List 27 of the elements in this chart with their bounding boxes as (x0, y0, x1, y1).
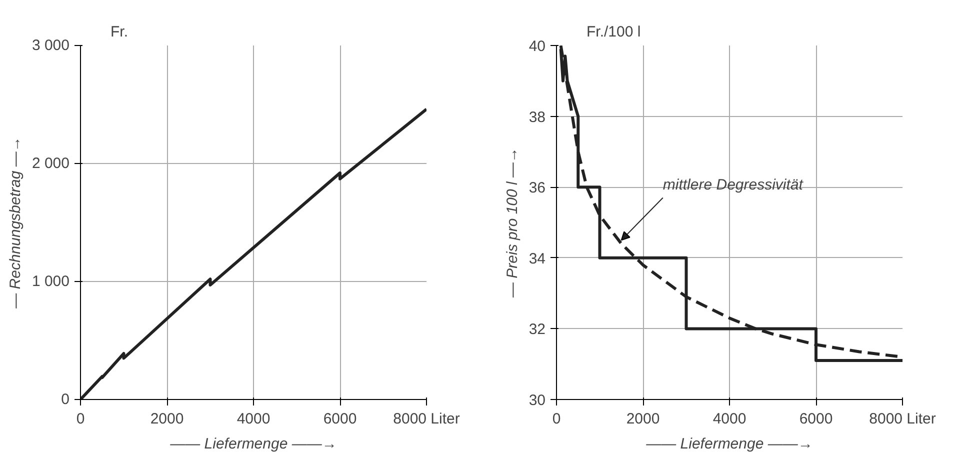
x-tick-label: 8000 Liter (869, 410, 936, 428)
annotation: mittlere Degressivität (662, 176, 804, 194)
x-tick-label: 4000 (712, 410, 746, 428)
y-tick-label: 3 000 (32, 37, 70, 54)
x-axis-title: —— Liefermenge ——→ (645, 436, 813, 452)
x-tick-label: 0 (76, 410, 85, 428)
x-tick-label: 6000 (799, 410, 833, 428)
y-tick-label: 0 (61, 391, 70, 408)
y-tick-label: 32 (528, 321, 546, 338)
y-tick-label: 2 000 (32, 155, 70, 172)
y-tick-label: 34 (528, 250, 546, 268)
x-tick-label: 0 (552, 410, 561, 428)
y-tick-label: 40 (528, 38, 546, 55)
y-tick-label: 1 000 (32, 273, 70, 290)
y-axis-title: — Preis pro 100 l —→ (504, 147, 521, 299)
y-tick-label: 30 (528, 392, 546, 409)
x-axis-title: —— Liefermenge ——→ (169, 436, 337, 452)
x-tick-label: 2000 (150, 410, 184, 428)
x-tick-label: 2000 (626, 410, 660, 428)
y-tick-label: 36 (528, 180, 546, 197)
x-tick-label: 8000 Liter (393, 410, 460, 428)
y-tick-label: 38 (528, 108, 546, 126)
text: Fr. (110, 24, 128, 40)
x-tick-label: 4000 (236, 410, 270, 428)
text: Fr./100 l (586, 24, 641, 40)
y-axis-title: — Rechnungsbetrag —→ (6, 136, 24, 310)
x-tick-label: 6000 (323, 410, 357, 428)
